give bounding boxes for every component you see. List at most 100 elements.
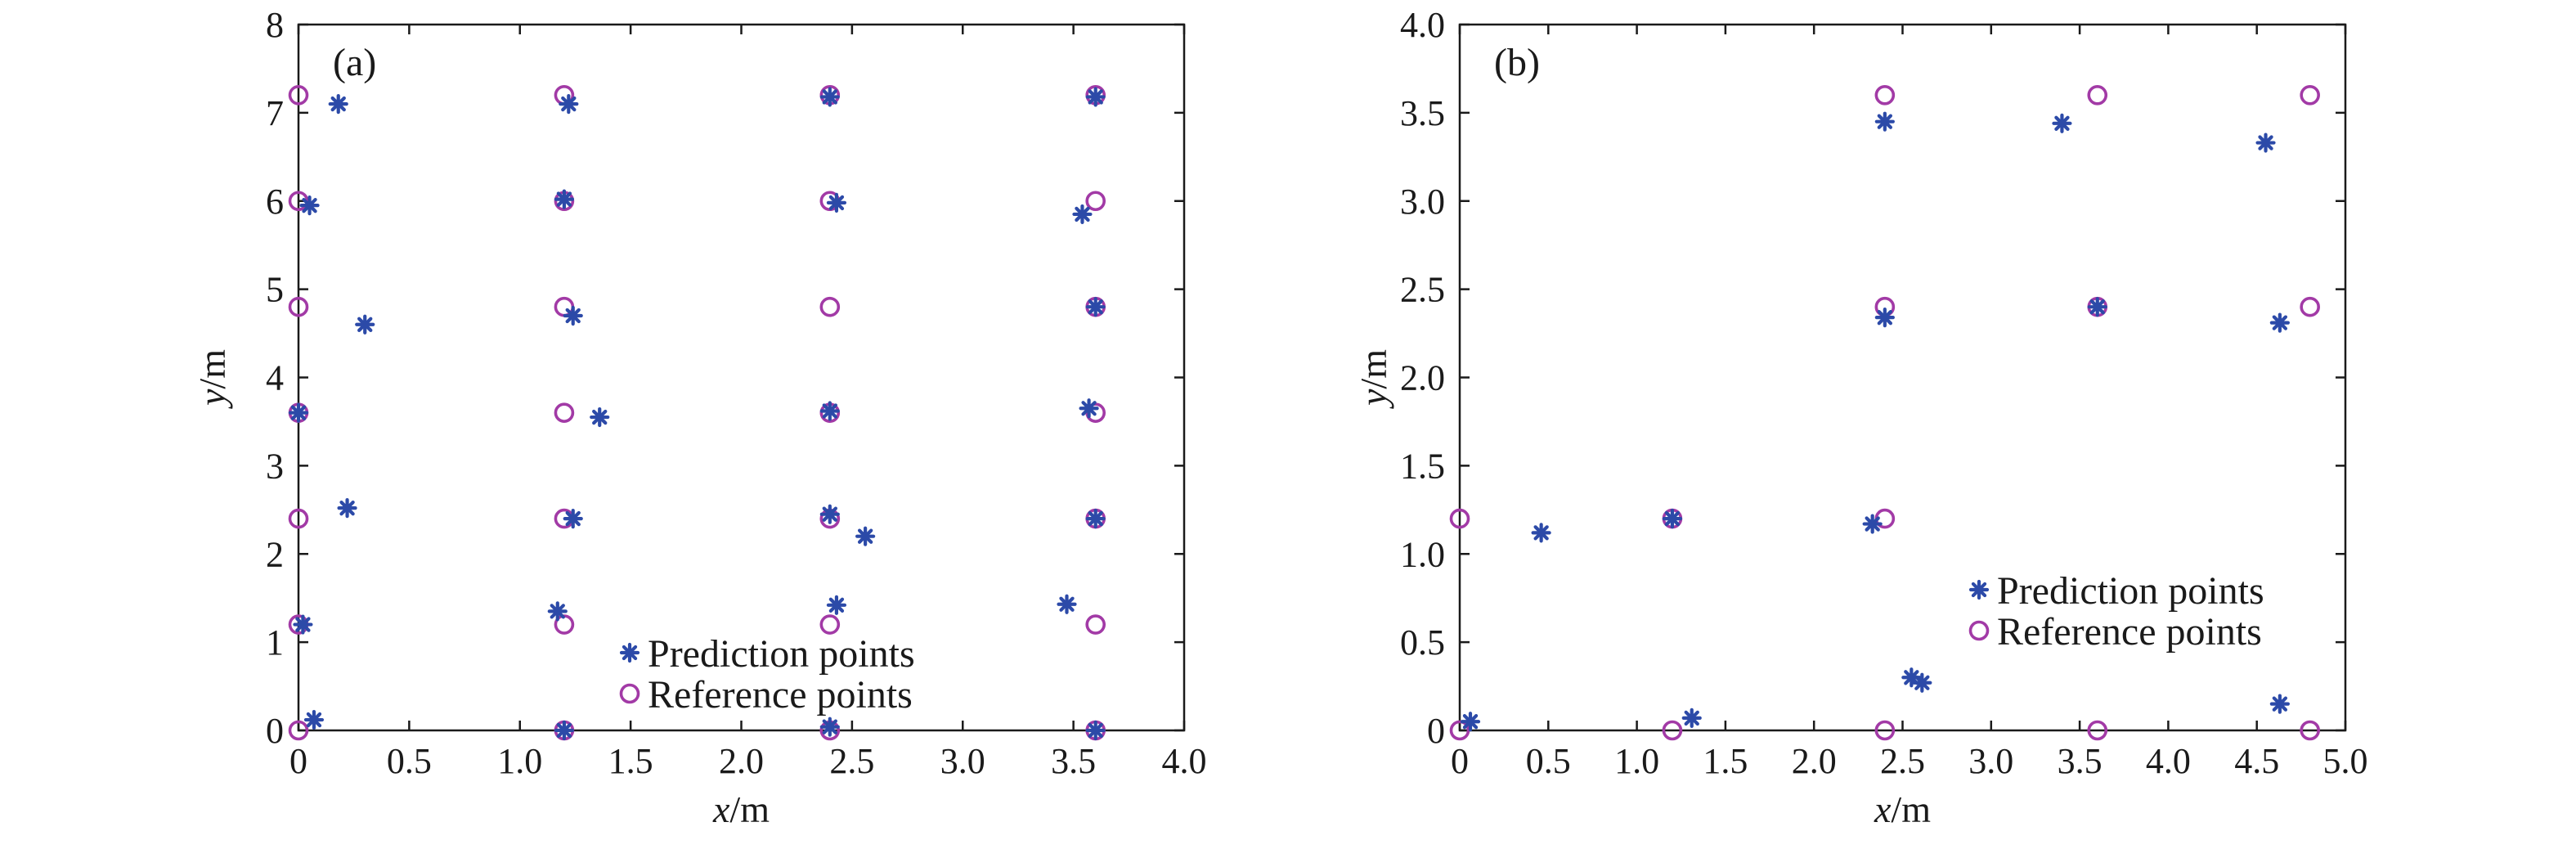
- reference-point: [2087, 720, 2108, 741]
- y-tick-label: 8: [266, 5, 284, 45]
- prediction-point-stroke: [550, 604, 565, 619]
- prediction-point: [328, 93, 348, 115]
- prediction-point-stroke: [565, 510, 581, 527]
- prediction-point-stroke: [339, 500, 355, 516]
- prediction-point-stroke: [1877, 309, 1893, 326]
- reference-point: [288, 720, 309, 741]
- y-tick-label: 0: [266, 711, 284, 751]
- x-tick-label: 0: [289, 741, 307, 781]
- prediction-point: [1874, 308, 1895, 328]
- reference-point: [1449, 508, 1470, 529]
- prediction-point: [1862, 514, 1883, 534]
- prediction-point: [819, 504, 840, 524]
- prediction-point: [288, 402, 309, 423]
- prediction-point: [355, 314, 375, 335]
- prediction-point: [2087, 297, 2107, 317]
- prediction-point: [2052, 113, 2072, 133]
- legend-reference-label: Reference points: [648, 673, 913, 716]
- prediction-point-stroke: [592, 409, 608, 425]
- prediction-point: [2255, 133, 2276, 153]
- prediction-point: [855, 526, 876, 546]
- y-tick-label: 6: [266, 182, 284, 222]
- y-tick-label: 2.5: [1400, 270, 1445, 310]
- prediction-point-stroke: [290, 405, 307, 420]
- x-tick-label: 4.5: [2234, 741, 2279, 781]
- reference-point: [2087, 85, 2108, 106]
- prediction-point: [293, 614, 313, 635]
- y-tick-label: 0: [1427, 711, 1445, 751]
- x-tick-label: 0.5: [387, 741, 432, 781]
- prediction-point-stroke: [828, 195, 845, 211]
- prediction-point-stroke: [2272, 696, 2288, 712]
- legend-reference-marker: [619, 683, 640, 704]
- prediction-point: [1085, 87, 1106, 107]
- prediction-point-stroke: [822, 506, 837, 522]
- prediction-point-stroke: [1877, 114, 1893, 129]
- legend-reference-marker: [1968, 620, 1990, 641]
- legend-prediction-marker: [619, 642, 640, 663]
- prediction-point: [303, 709, 325, 730]
- y-axis-label: y/m: [1353, 349, 1394, 409]
- prediction-point-stroke: [1462, 714, 1479, 730]
- prediction-point-stroke: [1684, 710, 1699, 726]
- x-tick-label: 4.0: [1162, 741, 1207, 781]
- prediction-point-stroke: [330, 96, 346, 112]
- y-tick-label: 1: [266, 622, 284, 663]
- prediction-point-stroke: [561, 96, 577, 112]
- series-prediction-points: [1460, 111, 2290, 732]
- prediction-point: [1085, 508, 1106, 529]
- reference-point: [1085, 402, 1106, 423]
- prediction-point: [554, 720, 575, 741]
- prediction-point-stroke: [1533, 525, 1549, 541]
- y-tick-label: 1.0: [1400, 534, 1445, 574]
- prediction-point-stroke: [295, 617, 311, 632]
- y-tick-label: 7: [266, 93, 284, 133]
- reference-point: [2300, 720, 2320, 741]
- legend-prediction-marker-stroke: [1971, 582, 1987, 598]
- legend-reference-label: Reference points: [1997, 610, 2262, 654]
- x-tick-label: 0.5: [1526, 741, 1571, 781]
- prediction-point-stroke: [1664, 510, 1681, 527]
- prediction-point-stroke: [822, 403, 837, 419]
- prediction-point-stroke: [1088, 89, 1103, 105]
- prediction-point: [1531, 523, 1551, 543]
- reference-point: [2300, 85, 2320, 106]
- prediction-point-stroke: [1059, 596, 1075, 612]
- prediction-point-stroke: [1088, 510, 1103, 527]
- reference-point: [819, 614, 841, 635]
- reference-point: [2300, 296, 2320, 317]
- reference-point: [1085, 614, 1106, 635]
- prediction-point: [1874, 111, 1895, 132]
- prediction-point-stroke: [306, 712, 322, 728]
- prediction-point-stroke: [2258, 135, 2273, 150]
- x-tick-label: 3.5: [2058, 741, 2103, 781]
- prediction-point: [554, 189, 575, 209]
- prediction-point-stroke: [565, 308, 581, 324]
- reference-point: [288, 296, 309, 317]
- prediction-point-stroke: [2089, 299, 2105, 315]
- prediction-point-stroke: [1914, 675, 1930, 690]
- prediction-point: [559, 93, 579, 115]
- reference-point: [554, 402, 575, 423]
- prediction-point: [1085, 720, 1106, 741]
- prediction-point-stroke: [857, 528, 873, 544]
- y-tick-label: 4.0: [1400, 5, 1445, 45]
- prediction-point: [547, 601, 568, 622]
- prediction-point: [1079, 398, 1099, 419]
- prediction-point: [337, 498, 357, 519]
- panel-label: (b): [1494, 41, 1540, 84]
- prediction-point: [819, 716, 840, 737]
- y-tick-label: 5: [266, 270, 284, 310]
- x-tick-label: 5.0: [2323, 741, 2368, 781]
- prediction-point: [1072, 204, 1093, 225]
- chart-panel-b: 0 0.5 1.0 1.5 2.0 2.5 3.0 3.5 4.0 4.5 5.0 0 0.5 1.0 1.…: [1353, 5, 2368, 830]
- prediction-point-stroke: [828, 597, 845, 613]
- y-axis-label: y/m: [191, 349, 233, 409]
- reference-point: [1874, 85, 1896, 106]
- prediction-point-stroke: [822, 89, 837, 105]
- reference-point: [1874, 720, 1896, 741]
- prediction-point: [1057, 594, 1077, 614]
- y-tick-label: 2.0: [1400, 358, 1445, 398]
